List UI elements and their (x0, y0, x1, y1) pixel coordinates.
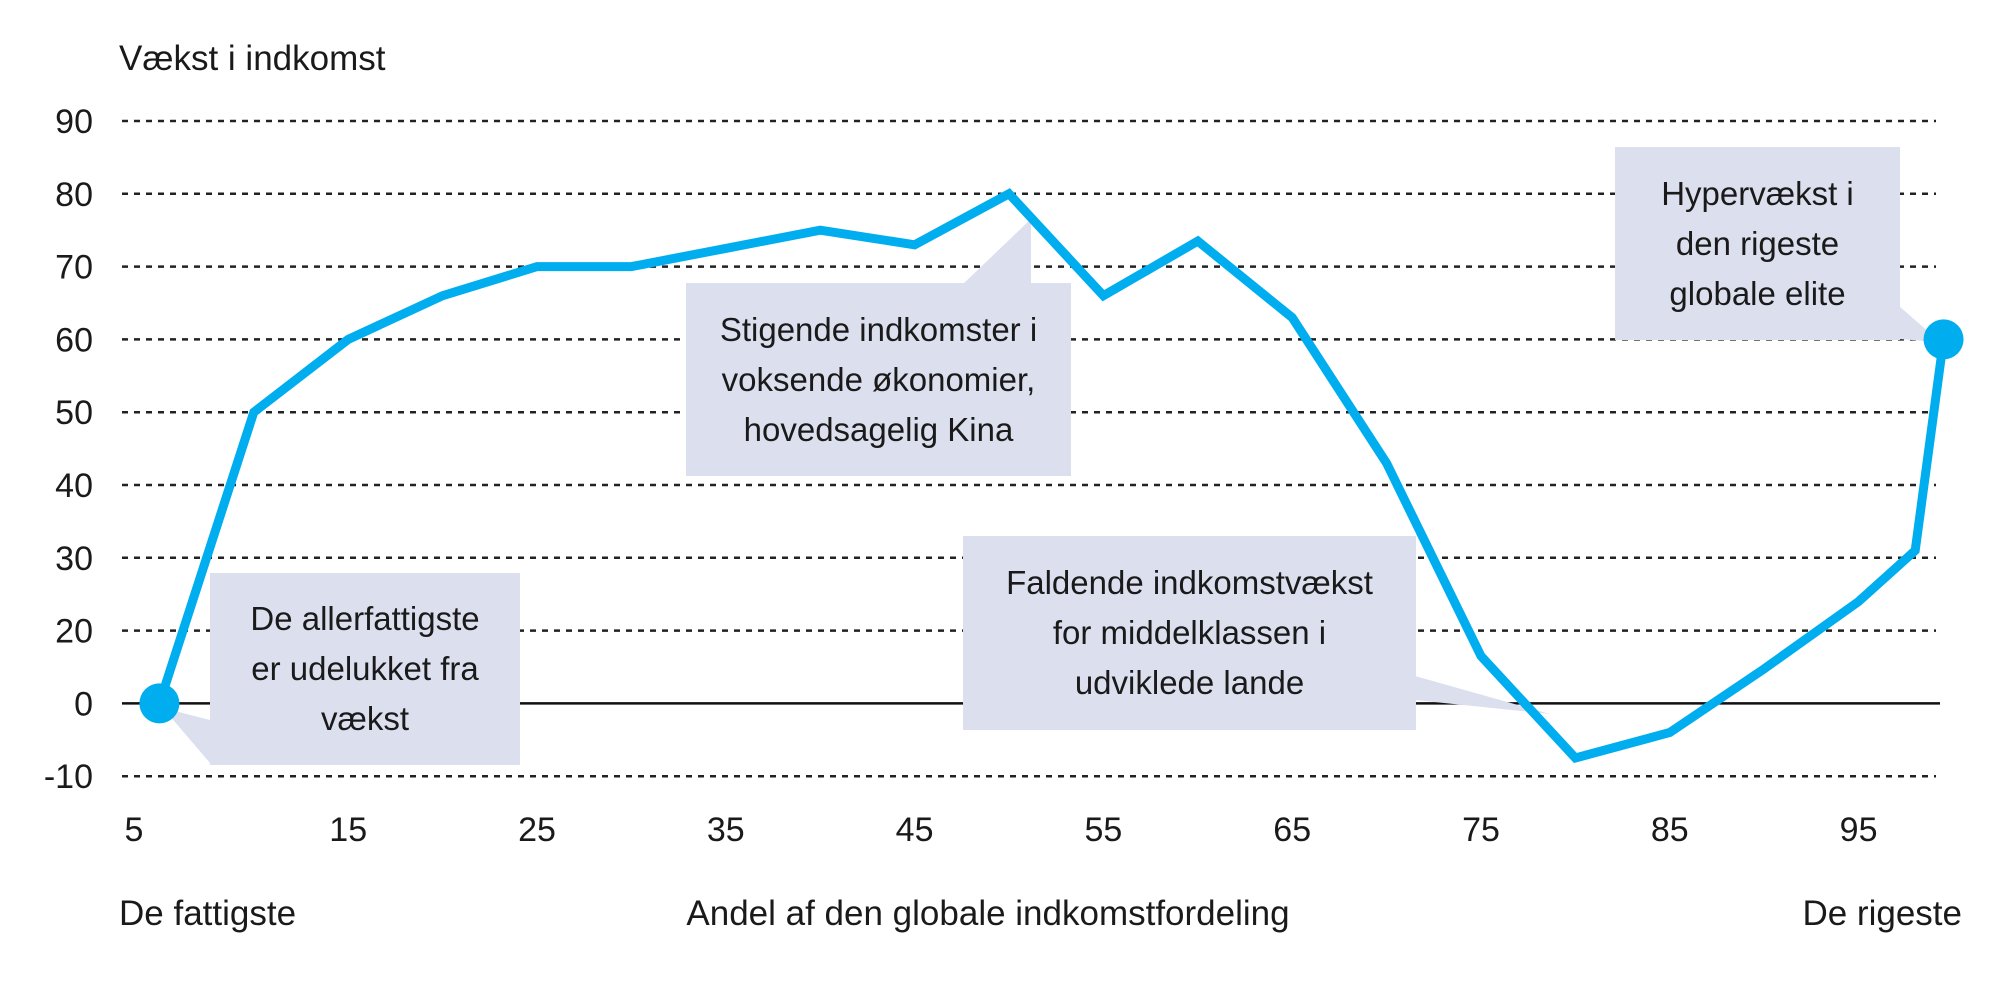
callout-emerging: Stigende indkomster i voksende økonomier… (686, 283, 1071, 476)
callout-line: vækst (320, 700, 409, 737)
x-tick-label: 95 (1840, 811, 1878, 849)
callout-line: globale elite (1669, 274, 1846, 312)
x-tick-label: 55 (1084, 811, 1122, 849)
callout-line: den rigeste (1675, 224, 1840, 262)
x-tick-label: 85 (1651, 811, 1689, 849)
y-tick-label: 30 (55, 540, 93, 578)
callout-line: er udelukket fra (251, 650, 479, 687)
x-right-label: De rigeste (1802, 894, 1962, 933)
y-tick-label: 20 (55, 613, 93, 651)
callout-line: Hypervækst i (1661, 174, 1854, 212)
callout-line: Stigende indkomster i (719, 310, 1038, 348)
data-point (139, 683, 180, 724)
callout-pointer (963, 219, 1031, 284)
x-axis-title: Andel af den globale indkomstfordeling (686, 894, 1289, 933)
y-tick-label: 90 (55, 103, 93, 141)
y-tick-label: 60 (55, 321, 93, 359)
callout-elite: Hypervækst i den rigeste globale elite (1615, 147, 1900, 340)
x-tick-label: 15 (329, 811, 367, 849)
x-tick-label: 35 (707, 811, 745, 849)
y-tick-label: 50 (55, 394, 93, 432)
callout-line: udviklede lande (1074, 664, 1305, 701)
callout-line: for middelklassen i (1052, 614, 1327, 651)
x-tick-label: 5 (125, 811, 144, 849)
callout-poorest: De allerfattigste er udelukket fra vækst (210, 573, 520, 765)
y-tick-label: 0 (74, 685, 93, 723)
y-tick-label: 80 (55, 176, 93, 214)
data-point (1923, 319, 1964, 360)
x-tick-label: 75 (1462, 811, 1500, 849)
y-tick-label: -10 (44, 758, 93, 796)
callout-middle-class: Faldende indkomstvækst for middelklassen… (963, 536, 1416, 730)
x-tick-label: 25 (518, 811, 556, 849)
x-left-label: De fattigste (119, 894, 296, 933)
callout-line: Faldende indkomstvækst (1006, 564, 1373, 601)
x-tick-label: 65 (1273, 811, 1311, 849)
y-tick-label: 40 (55, 467, 93, 505)
callout-pointer (1415, 676, 1550, 714)
callout-line: hovedsagelig Kina (743, 410, 1014, 448)
callout-line: De allerfattigste (250, 600, 480, 637)
callout-line: voksende økonomier, (721, 360, 1036, 398)
y-tick-label: 70 (55, 249, 93, 287)
x-tick-label: 45 (896, 811, 934, 849)
y-axis-title: Vækst i indkomst (119, 39, 386, 78)
callout-pointer (163, 708, 210, 763)
